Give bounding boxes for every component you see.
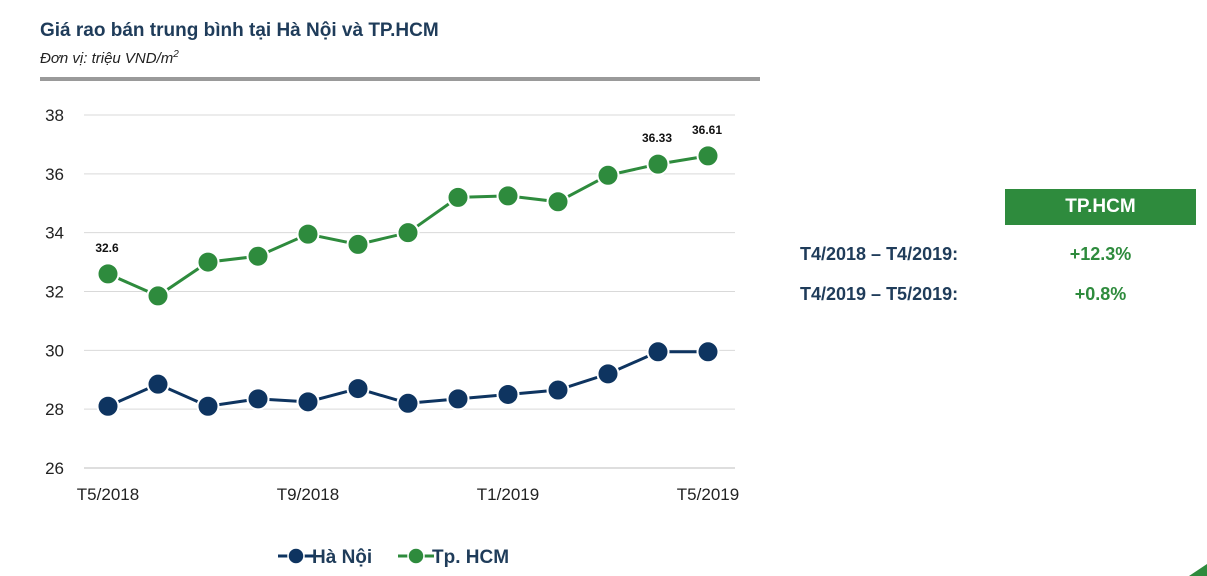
legend-swatch-marker (407, 547, 425, 565)
data-point (296, 222, 320, 246)
side-panel-header: TP.HCM (1005, 189, 1196, 225)
data-point (596, 362, 620, 386)
unit-label: Đơn vị: triệu VND/m (40, 50, 174, 67)
x-tick-label: T9/2018 (277, 485, 339, 504)
data-point (646, 340, 670, 364)
data-point (296, 390, 320, 414)
data-point (596, 163, 620, 187)
data-point (196, 394, 220, 418)
line-chart: 26 28 30 32 34 36 38 T5/2018 T9/2018 T1/2019 T5/20… (45, 106, 739, 568)
data-point (396, 221, 420, 245)
data-label: 36.61 (692, 123, 722, 137)
data-point (146, 284, 170, 308)
y-tick-label: 26 (45, 459, 64, 478)
data-point (96, 262, 120, 286)
data-point (96, 394, 120, 418)
side-row-label: T4/2019 – T5/2019: (800, 284, 959, 304)
side-row-value: +12.3% (1069, 244, 1132, 264)
legend-swatch-marker (287, 547, 305, 565)
side-row-value: +0.8% (1074, 284, 1127, 304)
data-point (346, 232, 370, 256)
side-row: T4/2018 – T4/2019: +12.3% (800, 244, 1200, 272)
legend-label: Tp. HCM (432, 547, 509, 568)
data-point (346, 377, 370, 401)
y-tick-label: 32 (45, 283, 64, 302)
data-point (146, 372, 170, 396)
corner-decoration (1189, 564, 1207, 576)
y-tick-label: 28 (45, 400, 64, 419)
y-tick-label: 34 (45, 224, 64, 243)
data-point (246, 387, 270, 411)
y-tick-label: 30 (45, 341, 64, 360)
data-point (396, 391, 420, 415)
data-point (446, 185, 470, 209)
y-tick-label: 38 (45, 106, 64, 125)
data-point (496, 184, 520, 208)
x-tick-label: T5/2019 (677, 485, 739, 504)
data-point (646, 152, 670, 176)
data-point (196, 250, 220, 274)
legend-label: Hà Nội (312, 547, 372, 568)
x-tick-label: T5/2018 (77, 485, 139, 504)
data-point (546, 190, 570, 214)
data-point (696, 144, 720, 168)
title-divider (40, 77, 760, 81)
side-row: T4/2019 – T5/2019: +0.8% (800, 284, 1200, 312)
y-tick-label: 36 (45, 165, 64, 184)
data-point (546, 378, 570, 402)
data-label: 32.6 (95, 241, 119, 255)
side-row-label: T4/2018 – T4/2019: (800, 244, 959, 264)
unit-superscript: 2 (173, 49, 179, 60)
x-tick-label: T1/2019 (477, 485, 539, 504)
chart-title: Giá rao bán trung bình tại Hà Nội và TP.… (40, 20, 439, 41)
data-point (246, 244, 270, 268)
data-label: 36.33 (642, 131, 672, 145)
data-point (696, 340, 720, 364)
data-point (446, 387, 470, 411)
data-point (496, 382, 520, 406)
chart-subtitle: Đơn vị: triệu VND/m2 (40, 49, 179, 67)
